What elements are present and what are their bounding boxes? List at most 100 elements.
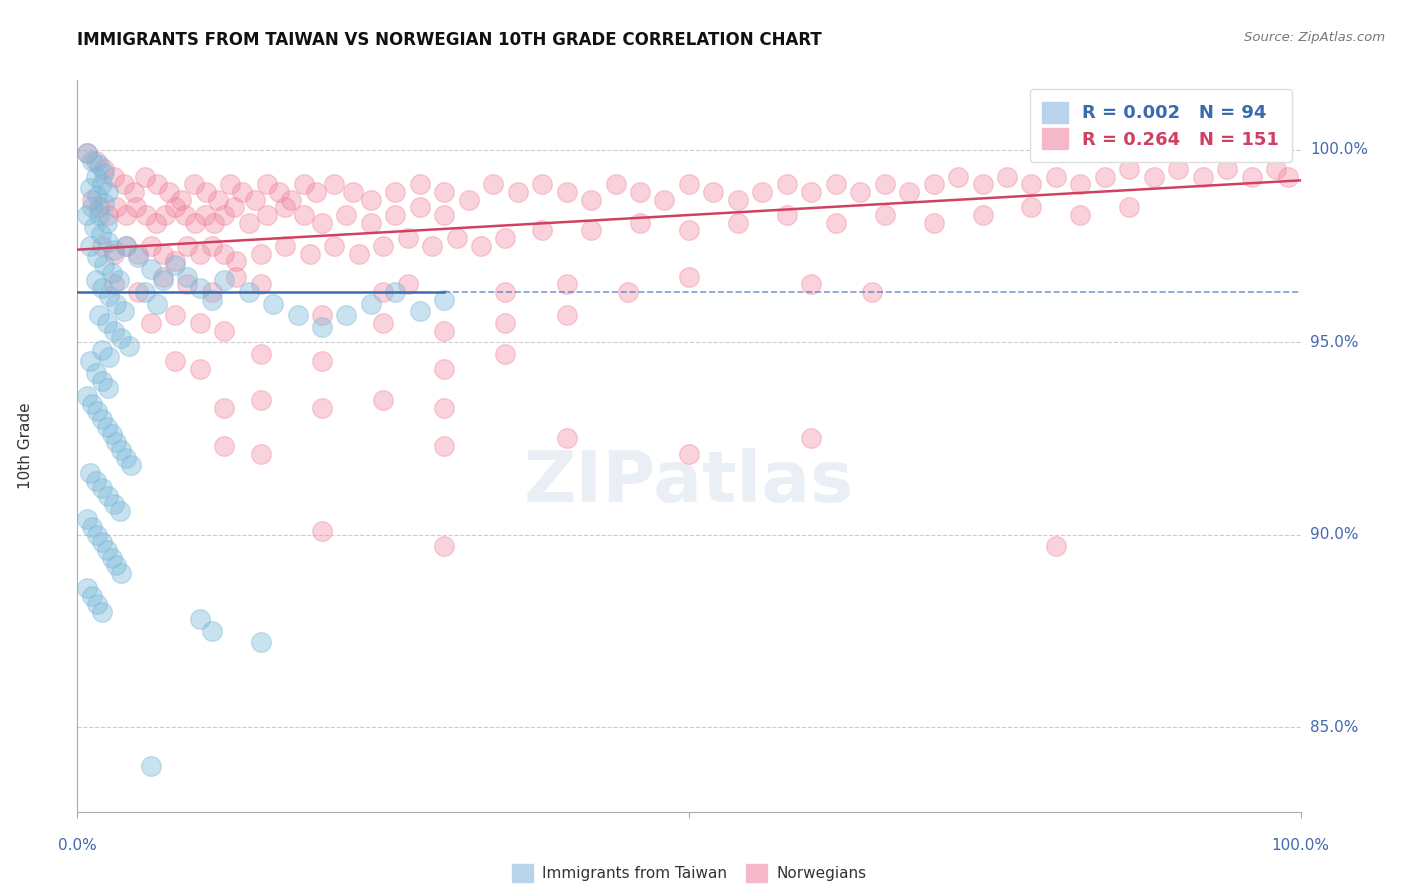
Point [995,169,1018,184]
Point [90,227,112,242]
Point [139,758,162,772]
Point [555,431,578,445]
Point [90,281,112,295]
Point [184,216,207,230]
Point [409,178,432,192]
Point [79,466,101,480]
Point [219,178,242,192]
Point [97,235,120,249]
Point [335,208,357,222]
Point [120,458,142,473]
Point [678,223,700,237]
Point [360,193,382,207]
Point [202,216,225,230]
Point [396,231,419,245]
Point [188,246,211,260]
Point [100,427,122,442]
Point [212,208,235,222]
Point [243,193,266,207]
Point [115,208,138,222]
Point [256,208,278,222]
Point [360,216,382,230]
Point [1265,161,1288,176]
Point [800,277,823,292]
Point [76,389,98,403]
Point [152,273,174,287]
Point [97,185,120,199]
Point [165,258,187,272]
Point [110,331,132,345]
Point [135,208,157,222]
Point [155,208,177,222]
Point [97,208,120,222]
Point [90,605,112,619]
Point [702,185,724,199]
Point [145,216,167,230]
Point [274,239,297,253]
Point [201,624,224,638]
Point [188,316,211,330]
Point [90,412,112,426]
Point [800,185,823,199]
Point [579,223,602,237]
Point [103,169,125,184]
Point [384,208,406,222]
Point [93,166,115,180]
Point [298,246,321,260]
Point [188,612,211,626]
Point [103,243,125,257]
Point [292,178,315,192]
Point [849,185,872,199]
Point [555,277,578,292]
Point [84,273,107,287]
Point [579,193,602,207]
Text: Source: ZipAtlas.com: Source: ZipAtlas.com [1244,31,1385,45]
Point [201,285,224,299]
Point [105,200,128,214]
Point [495,346,517,360]
Point [188,362,211,376]
Point [862,285,884,299]
Point [433,401,456,415]
Point [495,231,517,245]
Point [617,285,640,299]
Point [89,158,111,172]
Point [194,185,217,199]
Point [225,254,247,268]
Point [898,185,921,199]
Point [112,178,135,192]
Point [165,308,187,322]
Point [108,504,131,518]
Point [873,178,896,192]
Point [96,543,118,558]
Point [98,351,121,365]
Point [118,339,141,353]
Point [628,185,651,199]
Point [972,178,994,192]
Point [193,208,215,222]
Point [127,285,149,299]
Point [384,185,406,199]
Point [89,200,111,214]
Point [89,308,111,322]
Point [80,397,103,411]
Point [93,161,115,176]
Point [231,185,253,199]
Point [188,281,211,295]
Text: ZIPatlas: ZIPatlas [524,448,853,517]
Point [274,200,297,214]
Point [146,178,169,192]
Point [470,239,492,253]
Point [433,362,456,376]
Point [201,239,224,253]
Point [446,231,468,245]
Point [922,178,945,192]
Point [84,169,107,184]
Point [80,193,103,207]
Point [311,354,333,368]
Point [1277,169,1299,184]
Point [103,246,125,260]
Point [84,474,107,488]
Point [93,258,115,272]
Point [250,277,273,292]
